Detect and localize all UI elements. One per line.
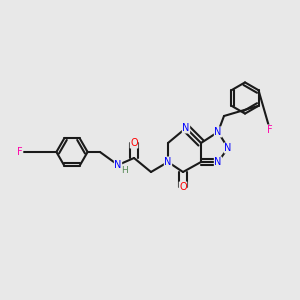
Text: N: N bbox=[224, 143, 232, 153]
Text: H: H bbox=[122, 166, 128, 175]
Text: N: N bbox=[164, 157, 172, 167]
Text: N: N bbox=[214, 157, 222, 167]
Text: N: N bbox=[214, 127, 222, 137]
Text: F: F bbox=[17, 147, 23, 157]
Text: N: N bbox=[114, 160, 122, 170]
Text: N: N bbox=[182, 123, 190, 133]
Text: O: O bbox=[130, 138, 138, 148]
Text: O: O bbox=[179, 182, 187, 192]
Text: F: F bbox=[267, 125, 273, 135]
